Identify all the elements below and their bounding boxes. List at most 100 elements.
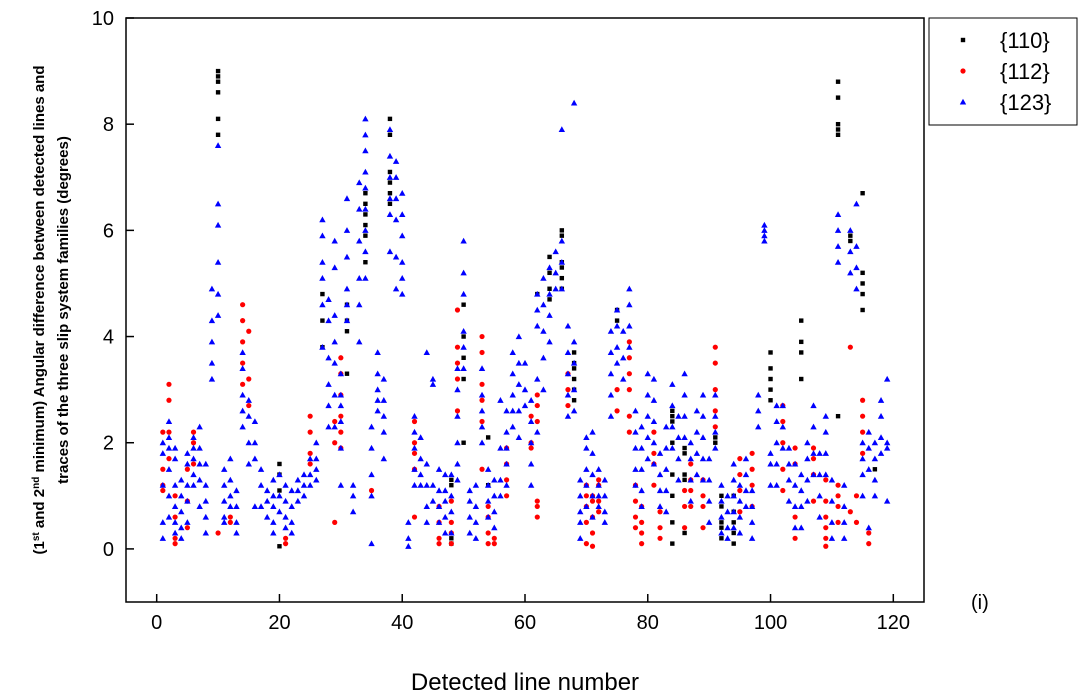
- data-point-2-387: [662, 487, 670, 494]
- data-point-2-205: [417, 455, 424, 462]
- data-point-1-63: [479, 333, 485, 340]
- data-point-2-451: [761, 227, 768, 233]
- data-point-2-10: [165, 513, 173, 520]
- data-point-1-180: [860, 413, 866, 419]
- data-point-2-521: [871, 455, 879, 462]
- data-point-0-82: [731, 530, 736, 536]
- data-point-1-94: [583, 519, 589, 525]
- data-point-1-90: [565, 402, 571, 409]
- data-point-1-114: [632, 498, 639, 504]
- data-point-2-391: [669, 423, 676, 430]
- data-point-2-227: [448, 492, 455, 499]
- data-point-2-293: [534, 375, 541, 382]
- data-point-2-285: [527, 397, 535, 403]
- data-point-0-98: [835, 413, 841, 419]
- data-point-2-459: [773, 439, 780, 446]
- data-point-0-31: [449, 536, 454, 541]
- x-tick-label-4: 80: [637, 612, 659, 634]
- data-point-2-179: [386, 152, 394, 159]
- data-point-2-366: [638, 444, 645, 451]
- data-point-1-176: [847, 509, 853, 515]
- data-point-2-19: [178, 508, 185, 515]
- data-point-2-135: [337, 402, 345, 409]
- data-point-2-126: [331, 237, 338, 244]
- data-point-2-44: [208, 338, 216, 345]
- data-point-0-95: [835, 121, 841, 127]
- y-axis-title-line1: (1st and 2nd minimum) Angular difference…: [31, 65, 49, 554]
- data-point-2-48: [214, 200, 222, 207]
- data-point-0-5: [215, 132, 221, 137]
- data-point-2-129: [331, 338, 338, 345]
- data-point-2-381: [656, 471, 664, 478]
- data-point-2-490: [822, 428, 829, 435]
- data-point-2-518: [865, 466, 872, 472]
- data-point-2-103: [294, 497, 302, 504]
- data-point-0-51: [571, 350, 577, 355]
- data-point-2-36: [196, 503, 203, 509]
- data-point-2-239: [460, 328, 467, 334]
- data-point-2-423: [718, 497, 725, 504]
- data-point-2-309: [558, 259, 566, 265]
- data-point-2-251: [478, 391, 486, 398]
- data-point-2-132: [331, 423, 338, 430]
- data-point-1-61: [454, 376, 461, 382]
- data-point-2-367: [638, 466, 645, 472]
- data-point-2-344: [607, 328, 615, 334]
- data-point-1-119: [639, 530, 645, 536]
- data-point-2-363: [632, 466, 639, 472]
- data-point-1-71: [485, 530, 491, 536]
- data-point-1-72: [485, 541, 491, 547]
- data-point-2-34: [196, 460, 203, 467]
- data-point-2-253: [478, 423, 486, 430]
- data-point-0-37: [461, 440, 466, 445]
- data-point-2-530: [883, 444, 891, 451]
- data-point-2-512: [859, 439, 866, 446]
- data-point-2-361: [632, 428, 639, 435]
- data-point-0-17: [363, 191, 368, 196]
- data-point-2-178: [386, 126, 394, 133]
- data-point-0-63: [670, 472, 675, 477]
- data-point-2-330: [583, 503, 590, 509]
- data-point-0-11: [320, 318, 325, 323]
- data-point-2-89: [270, 529, 277, 536]
- data-point-0-49: [559, 275, 565, 281]
- data-point-0-4: [215, 116, 221, 122]
- data-point-2-119: [319, 343, 326, 350]
- data-point-2-326: [583, 434, 590, 440]
- data-point-2-299: [540, 386, 547, 393]
- data-point-2-41: [202, 529, 209, 536]
- data-point-2-452: [761, 232, 768, 239]
- data-point-2-507: [847, 269, 854, 276]
- data-point-0-9: [277, 544, 282, 549]
- data-point-2-67: [239, 365, 246, 371]
- data-point-2-308: [558, 237, 566, 244]
- data-point-2-493: [828, 476, 836, 483]
- data-point-2-320: [570, 407, 578, 414]
- data-point-2-122: [325, 354, 332, 361]
- data-point-2-237: [460, 269, 467, 276]
- data-point-2-69: [239, 407, 246, 414]
- data-point-2-114: [319, 216, 326, 223]
- data-point-2-92: [276, 508, 283, 515]
- data-point-2-401: [687, 439, 694, 446]
- data-point-2-216: [429, 497, 437, 504]
- data-points-layer: [159, 68, 891, 549]
- data-point-2-71: [245, 397, 252, 403]
- data-point-1-107: [626, 339, 632, 345]
- data-point-2-407: [693, 450, 701, 456]
- data-point-2-90: [276, 471, 283, 478]
- data-point-2-467: [785, 476, 793, 483]
- data-point-2-165: [368, 471, 375, 478]
- data-point-2-437: [736, 513, 744, 520]
- data-point-2-123: [325, 381, 332, 387]
- data-point-2-75: [251, 418, 259, 425]
- data-point-2-141: [343, 253, 351, 260]
- data-point-1-5: [166, 397, 172, 403]
- data-point-2-415: [705, 476, 713, 483]
- data-point-2-337: [595, 482, 602, 488]
- data-point-2-106: [300, 492, 308, 499]
- data-point-2-474: [798, 487, 805, 494]
- data-point-2-6: [165, 434, 173, 440]
- data-point-2-35: [196, 476, 203, 483]
- data-point-2-491: [822, 450, 829, 456]
